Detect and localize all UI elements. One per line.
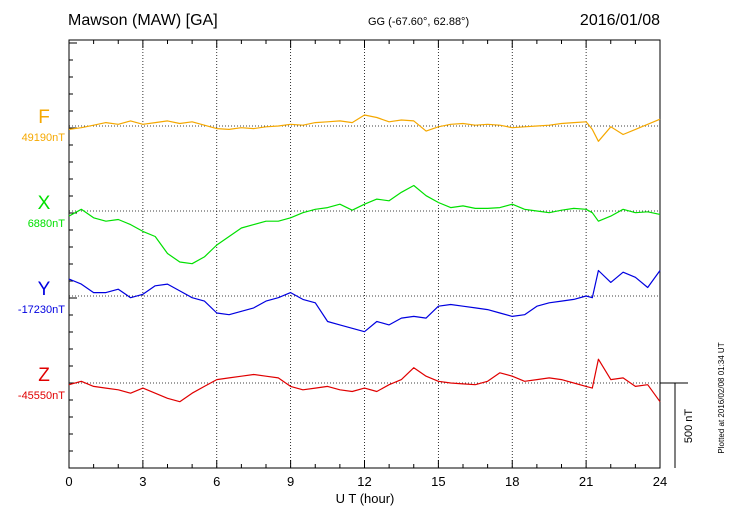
x-tick-label-12: 12 [357, 474, 371, 489]
scale-bar-label: 500 nT [683, 409, 695, 444]
x-tick-label-3: 3 [139, 474, 146, 489]
component-name-F: F [38, 107, 50, 128]
axis-ticks: 0 3 6 9 12 15 18 21 24 [65, 40, 667, 489]
grid-lines [69, 40, 660, 468]
series-line-Z [68, 358, 661, 403]
component-labels: F 49190nT X 6880nT Y -17230nT Z -45550nT [18, 107, 65, 402]
series-lines [68, 114, 661, 403]
scale-bar: 500 nT [660, 382, 695, 468]
date-text: 2016/01/08 [580, 12, 660, 29]
component-name-Z: Z [38, 365, 50, 386]
series-line-X [68, 184, 661, 265]
x-tick-label-15: 15 [431, 474, 445, 489]
baseline-value-Z: -45550nT [18, 390, 65, 402]
x-tick-label-9: 9 [287, 474, 294, 489]
plotted-note: Plotted at 2016/02/08 01:34 UT [717, 342, 726, 453]
x-tick-label-24: 24 [653, 474, 667, 489]
x-tick-label-6: 6 [213, 474, 220, 489]
baseline-value-Y: -17230nT [18, 304, 65, 316]
x-tick-label-0: 0 [65, 474, 72, 489]
component-name-Y: Y [38, 279, 51, 300]
component-name-X: X [38, 193, 51, 214]
baseline-value-X: 6880nT [28, 218, 66, 230]
series-line-F [68, 114, 661, 142]
station-title: Mawson (MAW) [GA] [68, 12, 218, 29]
x-tick-label-21: 21 [579, 474, 593, 489]
x-axis-label: U T (hour) [336, 491, 395, 506]
coords-text: GG (-67.60°, 62.88°) [368, 16, 469, 28]
baseline-value-F: 49190nT [22, 132, 66, 144]
x-tick-label-18: 18 [505, 474, 519, 489]
series-line-Y [68, 269, 661, 333]
